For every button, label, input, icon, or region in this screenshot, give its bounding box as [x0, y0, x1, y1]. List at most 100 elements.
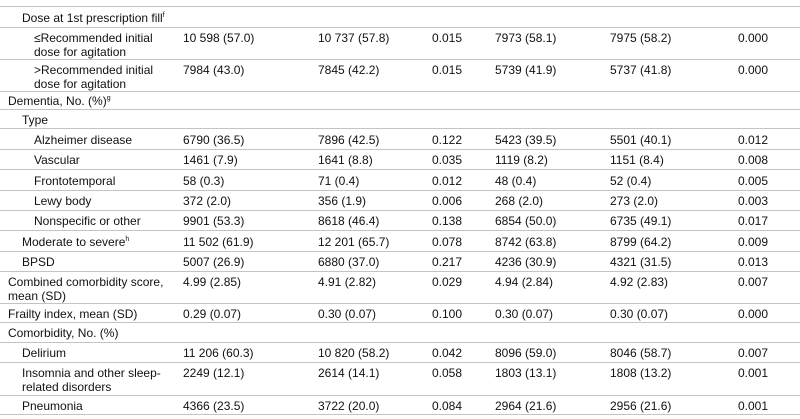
data-cell: 10 737 (57.8) [318, 31, 390, 45]
data-cell: 0.007 [738, 275, 769, 289]
row-label: Vascular [34, 153, 172, 167]
data-cell: 2614 (14.1) [318, 366, 380, 380]
row-label: Frailty index, mean (SD) [8, 307, 172, 321]
data-cell: 0.015 [432, 63, 463, 77]
label-text: Frontotemporal [34, 173, 116, 188]
table-row: >Recommended initial dose for agitation 7… [0, 60, 800, 92]
label-text: >Recommended initial dose for agitation [34, 63, 154, 91]
data-cell: 0.001 [738, 398, 769, 413]
data-cell: 0.058 [432, 366, 463, 380]
footnote-marker: h [125, 235, 130, 243]
data-cell: 11 502 (61.9) [183, 234, 254, 249]
data-cell: 5501 (40.1) [610, 132, 672, 147]
data-cell: 0.006 [432, 194, 463, 208]
data-cell: 1151 (8.4) [610, 153, 664, 167]
row-label: >Recommended initial dose for agitation [34, 63, 172, 91]
data-cell: 0.012 [432, 173, 463, 188]
table-row: Combined comorbidity score, mean (SD) 4.9… [0, 272, 800, 304]
table-row: Dementia, No. (%)g [0, 92, 800, 110]
row-label: Moderate to severeh [22, 235, 172, 249]
data-cell: 4.91 (2.82) [318, 275, 377, 289]
label-text: Comorbidity, No. (%) [8, 326, 119, 340]
row-label: Frontotemporal [34, 174, 172, 188]
row-label: Comorbidity, No. (%) [8, 326, 172, 340]
table-row: Frailty index, mean (SD) 0.29 (0.07) 0.30 … [0, 304, 800, 323]
data-cell: 4.92 (2.83) [610, 275, 669, 289]
data-cell: 2956 (21.6) [610, 398, 672, 413]
table-row: Nonspecific or other 9901 (53.3) 8618 (46.… [0, 211, 800, 231]
data-cell: 52 (0.4) [610, 173, 652, 188]
label-text: Type [22, 112, 49, 127]
data-cell: 7975 (58.2) [610, 31, 672, 45]
table-row: Dose at 1st prescription fillf [0, 7, 800, 28]
table-row: Vascular 1461 (7.9) 1641 (8.8) 0.035 1119 (8… [0, 150, 800, 170]
data-cell: 0.078 [432, 234, 463, 249]
data-cell: 0.017 [738, 214, 769, 228]
data-cell: 0.029 [432, 275, 463, 289]
row-label: ≤Recommended initial dose for agitation [34, 31, 172, 59]
table-row: Comorbidity, No. (%) [0, 323, 800, 343]
data-cell: 0.000 [738, 31, 769, 45]
data-cell: 0.001 [738, 366, 769, 380]
data-cell: 1808 (13.2) [610, 366, 672, 380]
data-cell: 8618 (46.4) [318, 214, 380, 228]
data-cell: 8742 (63.8) [495, 234, 557, 249]
table-row: Insomnia and other sleep-related disorde… [0, 363, 800, 396]
label-text: Dementia, No. (%) [8, 94, 107, 108]
table-row: Delirium 11 206 (60.3) 10 820 (58.2) 0.042 8… [0, 343, 800, 363]
data-cell: 48 (0.4) [495, 173, 537, 188]
data-cell: 0.015 [432, 31, 463, 45]
label-text: Alzheimer disease [34, 132, 133, 147]
table-row: Pneumonia 4366 (23.5) 3722 (20.0) 0.084 2964… [0, 396, 800, 415]
data-cell: 0.100 [432, 306, 463, 321]
data-cell: 71 (0.4) [318, 173, 360, 188]
table-row: Alzheimer disease 6790 (36.5) 7896 (42.5) 0… [0, 129, 800, 150]
data-cell: 273 (2.0) [610, 194, 659, 208]
label-text: Insomnia and other sleep-related disorde… [22, 366, 161, 394]
label-text: Dose at 1st prescription fill [22, 10, 163, 25]
data-cell: 4.94 (2.84) [495, 275, 554, 289]
label-text: Combined comorbidity score, mean (SD) [8, 275, 164, 303]
table-row: BPSD 5007 (26.9) 6880 (37.0) 0.217 4236 (30.… [0, 252, 800, 272]
data-cell: 1461 (7.9) [183, 153, 238, 167]
table-row: Moderate to severeh 11 502 (61.9) 12 201 (… [0, 231, 800, 252]
data-cell: 11 206 (60.3) [183, 346, 254, 360]
table-row: ≤Recommended initial dose for agitation 1… [0, 28, 800, 60]
data-cell: 6880 (37.0) [318, 255, 380, 269]
data-cell: 0.013 [738, 255, 769, 269]
data-cell: 0.084 [432, 398, 463, 413]
data-cell: 10 820 (58.2) [318, 346, 390, 360]
label-text: Frailty index, mean (SD) [8, 306, 138, 321]
label-text: Moderate to severe [22, 234, 126, 249]
table-row: Type [0, 110, 800, 129]
data-cell: 0.009 [738, 234, 769, 249]
data-cell: 0.012 [738, 132, 769, 147]
data-cell: 0.217 [432, 255, 463, 269]
data-cell: 58 (0.3) [183, 173, 225, 188]
data-cell: 1803 (13.1) [495, 366, 557, 380]
data-cell: 1119 (8.2) [495, 153, 548, 167]
row-label: Lewy body [34, 194, 172, 208]
label-text: Delirium [22, 346, 67, 360]
data-cell: 1641 (8.8) [318, 153, 373, 167]
data-cell: 5737 (41.8) [610, 63, 672, 77]
row-label: Dementia, No. (%)g [8, 94, 172, 108]
data-cell: 9901 (53.3) [183, 214, 245, 228]
data-cell: 7845 (42.2) [318, 63, 380, 77]
data-cell: 372 (2.0) [183, 194, 232, 208]
data-cell: 4.99 (2.85) [183, 275, 242, 289]
data-cell: 0.008 [738, 153, 769, 167]
data-cell: 10 598 (57.0) [183, 31, 255, 45]
data-cell: 8096 (59.0) [495, 346, 557, 360]
row-label: Nonspecific or other [34, 214, 172, 228]
row-divider [0, 0, 800, 7]
row-label: Alzheimer disease [34, 133, 172, 147]
data-cell: 356 (1.9) [318, 194, 367, 208]
data-cell: 0.005 [738, 173, 769, 188]
data-cell: 4366 (23.5) [183, 398, 245, 413]
table-row: Frontotemporal 58 (0.3) 71 (0.4) 0.012 48 (0… [0, 170, 800, 191]
data-cell: 6735 (49.1) [610, 214, 672, 228]
data-cell: 3722 (20.0) [318, 398, 380, 413]
data-cell: 12 201 (65.7) [318, 234, 390, 249]
data-cell: 0.30 (0.07) [610, 306, 669, 321]
